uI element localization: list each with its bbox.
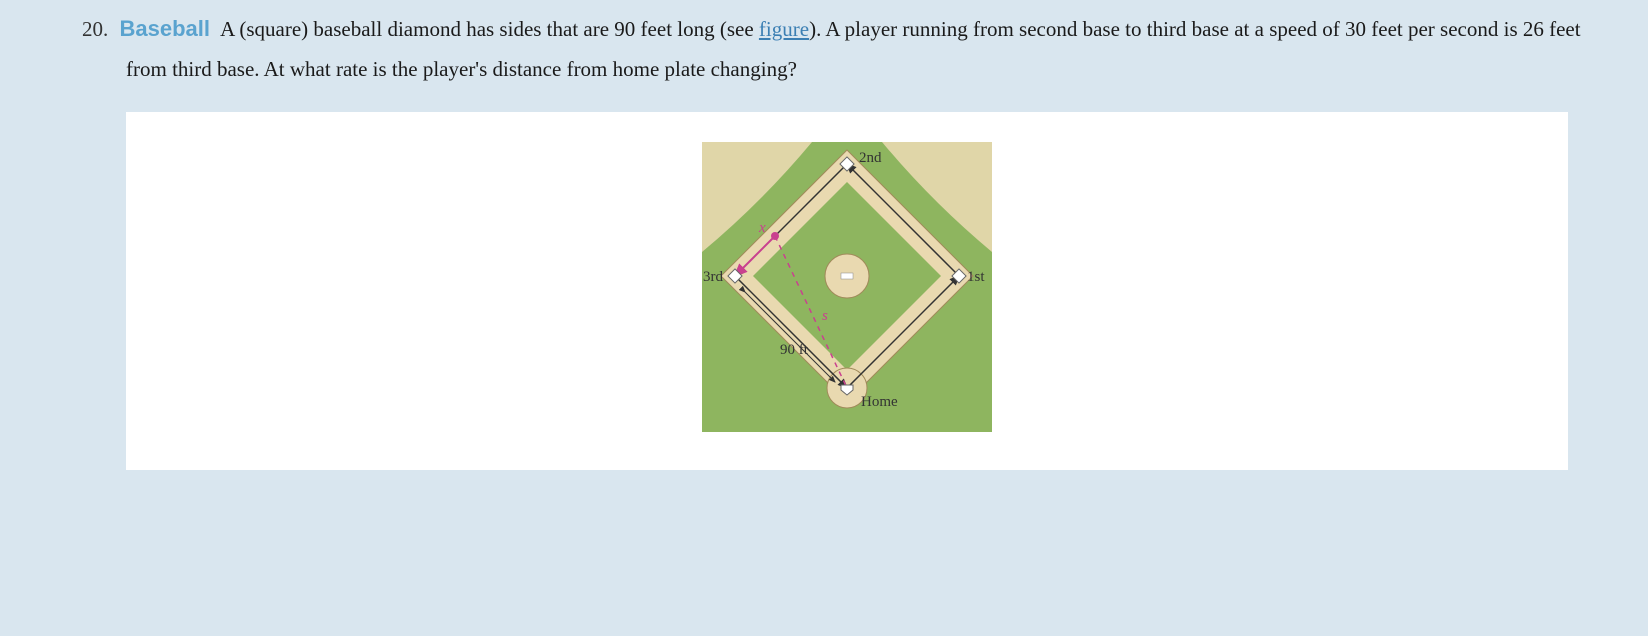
- problem-body-1: A (square) baseball diamond has sides th…: [220, 17, 759, 41]
- problem-block: 20. Baseball A (square) baseball diamond…: [0, 0, 1648, 470]
- baseball-diamond-figure: 2nd 3rd 1st Home 90 ft x s: [702, 142, 992, 432]
- problem-number: 20.: [82, 17, 108, 41]
- svg-text:Home: Home: [861, 394, 898, 410]
- svg-text:1st: 1st: [967, 269, 985, 285]
- svg-text:x: x: [758, 220, 766, 236]
- problem-topic: Baseball: [120, 16, 211, 41]
- diamond-svg: 2nd 3rd 1st Home 90 ft x s: [702, 142, 992, 432]
- figure-panel: 2nd 3rd 1st Home 90 ft x s: [126, 112, 1568, 470]
- svg-text:s: s: [822, 308, 828, 324]
- svg-text:90 ft: 90 ft: [780, 342, 809, 358]
- problem-text: 20. Baseball A (square) baseball diamond…: [40, 8, 1608, 90]
- svg-text:2nd: 2nd: [859, 150, 882, 166]
- figure-link[interactable]: figure: [759, 17, 809, 41]
- svg-text:3rd: 3rd: [703, 269, 723, 285]
